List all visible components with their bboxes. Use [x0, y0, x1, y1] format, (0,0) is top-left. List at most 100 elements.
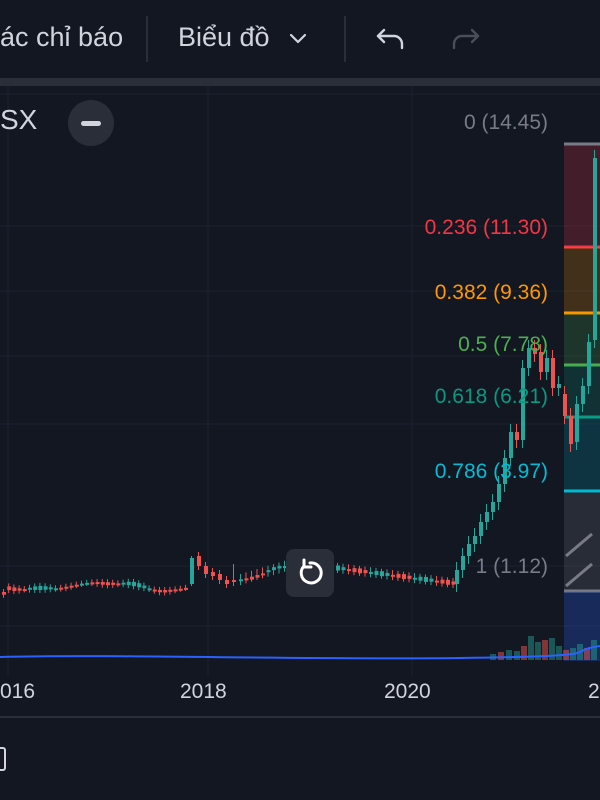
fib-level-label-0382: 0.382 (9.36) [434, 281, 548, 304]
candle-body [551, 358, 555, 388]
candle-body [451, 581, 456, 585]
candle-body [363, 570, 368, 574]
x-axis-label: 2020 [384, 680, 431, 703]
candle-body [563, 394, 567, 416]
bottom-toolbar [0, 718, 600, 800]
candle-body [173, 589, 178, 592]
candle-body [587, 342, 591, 386]
candle-body [204, 566, 208, 574]
toolbar-separator [146, 16, 148, 62]
candle-body [38, 585, 43, 590]
volume-bar [528, 636, 534, 660]
candle-body [418, 576, 423, 581]
candle-body [446, 579, 450, 585]
candle-body [341, 567, 346, 571]
candle-body [391, 574, 395, 577]
candle-body [152, 589, 157, 592]
fib-level-label-0618: 0.618 (6.21) [434, 385, 548, 408]
volume-bar [542, 640, 548, 660]
volume-bar [556, 646, 562, 660]
fib-zone [564, 591, 600, 661]
candle-body [533, 348, 537, 354]
candle-body [132, 581, 136, 587]
bottom-divider [0, 716, 600, 718]
price-chart[interactable] [0, 86, 600, 716]
candle-body [358, 568, 362, 574]
candle-body [111, 582, 116, 585]
candle-body [48, 587, 53, 590]
indicators-button[interactable]: ác chỉ báo [0, 22, 124, 52]
candle-body [211, 572, 215, 576]
collapse-legend-button[interactable] [68, 100, 114, 146]
volume-bar [506, 650, 512, 660]
candle-body [59, 587, 64, 590]
candle-body [527, 348, 531, 368]
candle-body [479, 522, 483, 536]
chevron-down-icon[interactable] [286, 26, 310, 50]
candle-body [126, 581, 131, 586]
candle-body [473, 536, 477, 544]
candle-body [121, 582, 126, 585]
candle-body [17, 588, 22, 591]
candle-body [178, 588, 183, 591]
candle-body [7, 586, 12, 591]
candle-body [218, 574, 222, 580]
candle-body [147, 588, 152, 591]
candle-body [347, 569, 351, 572]
candle-body [385, 572, 390, 576]
candle-body [581, 386, 585, 404]
chart-canvas[interactable] [0, 86, 600, 716]
candle-body [64, 586, 69, 589]
candle-body [402, 574, 406, 580]
reset-icon [299, 558, 323, 585]
candle-body [12, 587, 17, 592]
candle-body [69, 585, 74, 588]
volume-bar [591, 640, 597, 660]
candle-body [575, 404, 579, 442]
candle-body [413, 577, 417, 580]
candle-body [424, 576, 428, 582]
candle-body [380, 571, 384, 577]
fib-level-label-05: 0.5 (7.78) [458, 333, 548, 356]
candle-body [440, 579, 445, 584]
redo-icon[interactable] [450, 22, 482, 54]
candle-body [80, 583, 84, 586]
candle-body [85, 582, 90, 585]
toolbar-border [0, 78, 600, 86]
candle-body [90, 582, 95, 585]
candle-body [2, 592, 6, 595]
candle-body [168, 589, 173, 592]
candle-body [509, 432, 513, 458]
candle-body [485, 512, 489, 522]
fib-trend-line [565, 562, 593, 588]
undo-icon[interactable] [374, 22, 406, 54]
volume-bar [498, 652, 504, 660]
reset-chart-button[interactable] [286, 549, 334, 597]
candle-body [142, 585, 147, 589]
fib-trend-line [565, 532, 593, 558]
candle-body [250, 576, 254, 580]
candle-body [261, 573, 265, 576]
candle-body [106, 582, 110, 586]
candle-body [28, 587, 32, 590]
fib-level-label-0236: 0.236 (11.30) [424, 216, 548, 239]
candle-body [272, 567, 276, 571]
candle-body [539, 352, 543, 372]
candle-body [336, 565, 340, 571]
candle-body [137, 583, 142, 588]
x-axis-label: 016 [0, 680, 36, 703]
candle-body [396, 573, 401, 578]
partial-icon[interactable] [0, 744, 8, 774]
candle-body [244, 578, 249, 581]
volume-ma-line [0, 645, 600, 660]
volume-bar [549, 638, 555, 660]
x-axis-label: 2018 [180, 680, 227, 703]
candle-body [100, 582, 105, 585]
candle-body [545, 358, 549, 372]
candle-body [369, 571, 373, 574]
candle-body [225, 580, 229, 584]
candle-body [158, 589, 162, 593]
candle-body [503, 458, 507, 484]
candle-body [239, 579, 243, 582]
chart-type-button[interactable]: Biểu đồ [178, 22, 270, 52]
